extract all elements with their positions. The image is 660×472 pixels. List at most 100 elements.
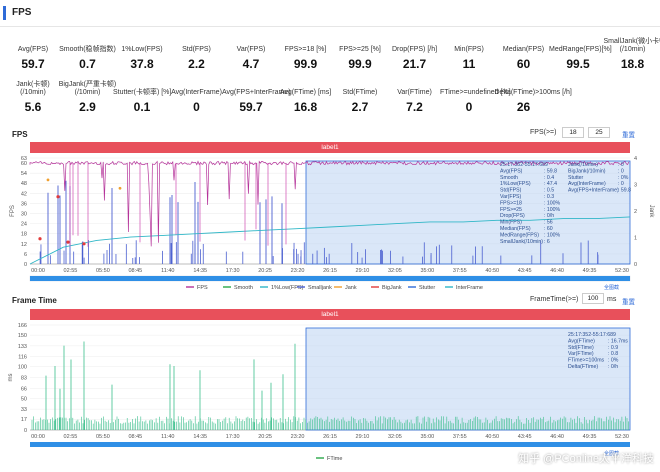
stat-label: Min(FPS) — [454, 46, 484, 53]
ftime-tooltip-key: FTime>=100ms — [568, 358, 605, 364]
fps-x-tick: 52:30 — [615, 268, 629, 274]
stat-value: 16.8 — [293, 100, 318, 114]
fps-y2-tick: 3 — [634, 183, 637, 189]
legend-item-6: Stutter — [419, 285, 435, 291]
stat-r1-11: SmallJank(微小卡顿) (/10min) 18.8 — [604, 38, 660, 71]
ftime-x-tick: 17:30 — [226, 434, 240, 440]
fps-x-tick: 29:10 — [356, 268, 370, 274]
ftime-y-tick: 166 — [18, 323, 27, 329]
fps-x-tick: 26:15 — [323, 268, 337, 274]
stat-r2-5: Avg(FTime) [ms] 16.8 — [277, 81, 335, 114]
fps-tooltip-value: : 0.4 — [544, 175, 554, 181]
stat-r1-0: Avg(FPS) 59.7 — [4, 38, 62, 71]
fps-y-tick: 6 — [24, 252, 27, 258]
fps-tooltip-key: Smooth — [500, 175, 518, 181]
stat-label: Drop(FPS) [/h] — [391, 46, 438, 53]
ftime-y-tick: 17 — [21, 417, 27, 423]
fps-tooltip2-value: : 0% — [618, 175, 629, 181]
ftime-tooltip-key: Std(FTime) — [568, 345, 594, 351]
ftime-y-tick: 116 — [18, 355, 27, 361]
ftime-y-tick: 33 — [21, 407, 27, 413]
fps-tooltip2-key: Jank(/10min) — [568, 162, 598, 168]
stat-r2-2: Stutter(卡顿率) [%] 0.1 — [113, 81, 171, 114]
fps-x-tick: 32:05 — [388, 268, 402, 274]
fps-tooltip-value: : 59.8 — [544, 168, 557, 174]
stat-value: 21.7 — [402, 57, 427, 71]
fps-reset-link[interactable]: 重置 — [622, 132, 635, 139]
fps-tooltip-key: Min(FPS) — [500, 220, 522, 226]
stat-value: 99.5 — [566, 57, 590, 71]
ftime-tooltip-value: : 0.8 — [608, 351, 618, 357]
fps-threshold-input-1[interactable]: 18 — [562, 127, 584, 138]
stat-label: Std(FPS) — [182, 46, 211, 53]
ftime-y-tick: 100 — [18, 365, 27, 371]
stat-r1-7: Drop(FPS) [/h] 21.7 — [386, 38, 444, 71]
fps-tooltip-key: Var(FPS) — [500, 194, 522, 200]
stat-r1-3: Std(FPS) 2.2 — [168, 38, 226, 71]
ftime-x-tick: 40:50 — [485, 434, 499, 440]
ftime-section-title: Frame Time — [12, 296, 57, 305]
bigjank-marker — [82, 242, 86, 246]
fps-x-tick: 40:50 — [485, 268, 499, 274]
stat-label: Std(FTime) — [342, 89, 378, 96]
fps-tooltip2-key: BigJank(/10min) — [568, 168, 606, 174]
stat-label: Avg(FPS+InterFrame) — [222, 89, 291, 96]
ftime-x-tick: 08:45 — [128, 434, 142, 440]
stat-value: 5.6 — [24, 100, 42, 114]
stat-value: 37.8 — [130, 57, 154, 71]
fps-tooltip-key: SmallJank(/10min) — [500, 239, 543, 245]
fps-y2-axis-label: Jank — [648, 205, 654, 219]
ftime-legend-item: FTime — [327, 456, 342, 462]
fps-x-tick: 17:30 — [226, 268, 240, 274]
stat-label: Avg(FPS) — [17, 46, 49, 53]
ftime-y-tick: 50 — [21, 396, 27, 402]
fps-tooltip-key: Std(FPS) — [500, 188, 522, 194]
stat-r1-2: 1%Low(FPS) 37.8 — [113, 38, 171, 71]
stat-label: Median(FPS) — [502, 46, 545, 53]
stat-value: 0.7 — [79, 57, 96, 71]
ftime-reset-link[interactable]: 重置 — [622, 299, 635, 306]
ftime-tooltip-value: : 0.9 — [608, 345, 618, 351]
ftime-x-tick: 43:45 — [518, 434, 532, 440]
stat-label: BigJank(严重卡顿) (/10min) — [58, 81, 117, 96]
legend-item-1: Smooth — [234, 285, 253, 291]
fps-tooltip-value: : 0/h — [544, 213, 554, 219]
stat-label: Jank(卡顿) (/10min) — [16, 81, 50, 96]
fps-tooltip2-value: : 0 — [618, 168, 624, 174]
stat-value: 99.9 — [293, 57, 318, 71]
fps-tooltip-value: : 47.4 — [544, 181, 557, 187]
ftime-zoom-handle — [30, 442, 630, 447]
stat-label: Smooth(稳帧指数) — [59, 46, 116, 53]
fps-tooltip2-value: : 59.8 — [618, 188, 631, 194]
fps-selection-region — [305, 160, 631, 265]
ftime-zoom-label: 全图截 — [604, 450, 619, 457]
fps-label-band: label1 — [30, 142, 630, 153]
fps-x-tick: 49:35 — [583, 268, 597, 274]
ftime-y-tick: 83 — [21, 376, 27, 382]
ftime-threshold-input[interactable]: 100 — [582, 293, 604, 304]
stat-value: 0 — [465, 100, 473, 114]
bigjank-marker — [38, 237, 42, 241]
ftime-x-tick: 37:55 — [453, 434, 467, 440]
legend-item-2: 1%Low(FPS) — [271, 285, 304, 291]
bigjank-marker — [66, 240, 70, 244]
legend-item-3: Smalljank — [308, 285, 332, 291]
stat-label: Stutter(卡顿率) [%] — [113, 89, 172, 96]
stat-r2-1: BigJank(严重卡顿) (/10min) 2.9 — [59, 81, 117, 114]
stat-label: Var(FTime) — [397, 89, 432, 96]
fps-line — [29, 160, 630, 247]
ftime-x-tick: 14:35 — [193, 434, 207, 440]
stat-label: SmallJank(微小卡顿) (/10min) — [603, 38, 660, 53]
stat-r1-10: MedRange(FPS)[%] 99.5 — [549, 38, 612, 71]
stat-value: 26 — [516, 100, 531, 114]
fps-tooltip-value: : 100% — [544, 232, 561, 238]
ftime-y-tick: 0 — [24, 428, 27, 434]
ftime-unit: ms — [607, 296, 617, 303]
fps-y2-tick: 1 — [634, 236, 637, 242]
fps-y-tick: 60 — [21, 161, 27, 167]
fps-tooltip2-key: Avg(InterFrame) — [568, 181, 606, 187]
fps-y-tick: 0 — [24, 262, 27, 268]
fps-threshold-input-2[interactable]: 25 — [588, 127, 610, 138]
ftime-x-tick: 46:40 — [550, 434, 564, 440]
